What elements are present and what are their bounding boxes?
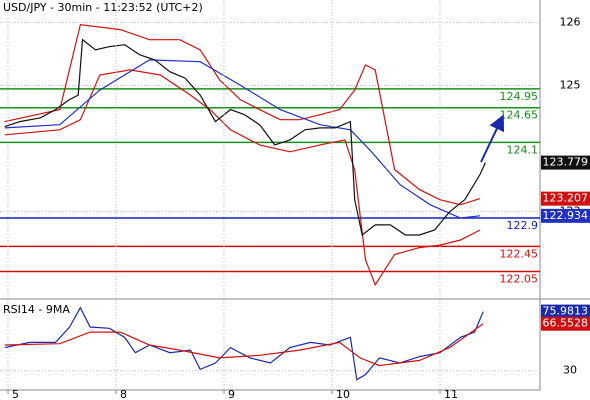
x-tick-label: 9 (228, 388, 235, 400)
series-line (4, 23, 481, 206)
level-label: 122.05 (500, 273, 539, 286)
x-tick-label: 10 (336, 388, 350, 400)
value-tag (541, 316, 590, 331)
y-tick-label: 126 (560, 16, 581, 29)
level-label: 122.9 (507, 219, 539, 232)
chart-title: RSI14 - 9MA (3, 303, 70, 316)
x-tick-label: 11 (444, 388, 458, 400)
value-tag (541, 208, 590, 223)
value-tag-label: 123.779 (543, 156, 589, 169)
x-tick-label: 8 (120, 388, 127, 400)
value-tag-label: 75.9813 (543, 305, 589, 318)
series-line (4, 59, 481, 219)
series-line (4, 38, 486, 237)
value-tag (541, 304, 590, 319)
arrow (480, 114, 505, 163)
value-tag-label: 123.207 (543, 192, 589, 205)
value-tag-label: 122.934 (543, 209, 589, 222)
series-line (4, 323, 484, 367)
x-tick-label: 5 (12, 388, 19, 400)
level-label: 124.1 (507, 143, 539, 156)
value-tag (541, 155, 590, 170)
chart-title: USD/JPY - 30min - 11:23:52 (UTC+2) (3, 1, 203, 14)
y-tick-label: 125 (560, 79, 581, 92)
value-tag (541, 191, 590, 206)
level-label: 124.95 (500, 90, 539, 103)
value-tag-label: 66.5528 (543, 317, 589, 330)
series-line (4, 69, 481, 287)
y-tick-label: 30 (563, 364, 577, 377)
level-label: 122.45 (500, 247, 539, 260)
level-label: 124.65 (500, 109, 539, 122)
